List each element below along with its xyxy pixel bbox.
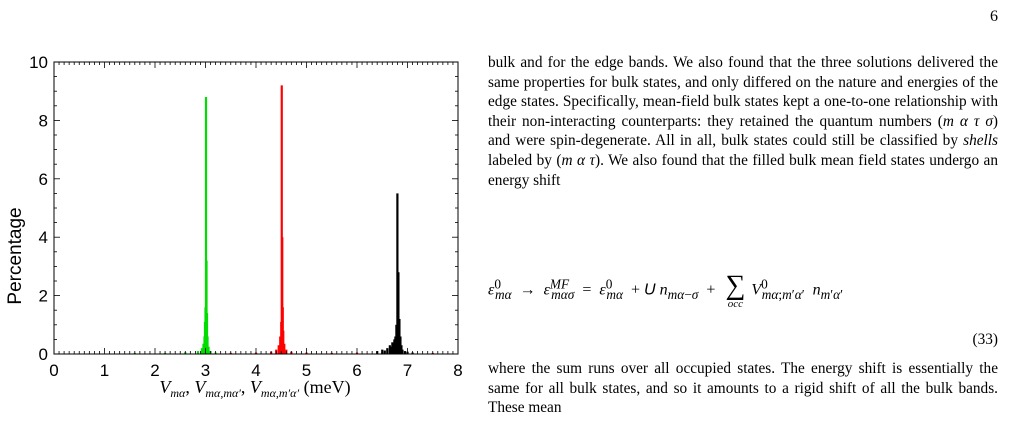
summation-symbol: ∑ occ xyxy=(725,270,746,310)
histogram-bar xyxy=(200,348,204,354)
histogram-bar xyxy=(283,343,286,354)
equation-number: (33) xyxy=(972,331,999,348)
histogram-bar xyxy=(398,318,401,354)
paragraph-after-equation: where the sum runs over all occupied sta… xyxy=(488,359,998,418)
x-tick-label: 8 xyxy=(453,361,462,380)
x-tick-label: 4 xyxy=(251,361,260,380)
paragraph-2: where the sum runs over all occupied sta… xyxy=(488,360,998,417)
histogram-bar xyxy=(388,345,391,354)
y-tick-label: 2 xyxy=(39,287,48,306)
y-tick-label: 6 xyxy=(39,170,48,189)
histogram-bar xyxy=(383,350,386,354)
x-tick-label: 7 xyxy=(403,361,412,380)
equation-33: ε0mα → εMFmασ = ε0mα + U nmα−σ + ∑ occ V0… xyxy=(488,270,998,349)
x-tick-label: 2 xyxy=(150,361,159,380)
y-tick-label: 4 xyxy=(39,228,48,247)
x-tick-label: 6 xyxy=(352,361,361,380)
y-tick-label: 10 xyxy=(29,53,48,72)
x-tick-label: 1 xyxy=(100,361,109,380)
x-tick-label: 3 xyxy=(201,361,210,380)
histogram-bar xyxy=(280,85,283,355)
histogram-bar xyxy=(196,351,200,354)
histogram-bar xyxy=(403,351,407,354)
y-tick-label: 0 xyxy=(39,345,48,364)
paragraph-1: bulk and for the edge bands. We also fou… xyxy=(488,54,998,189)
histogram-bar xyxy=(204,97,208,354)
histogram-bar xyxy=(207,346,210,354)
y-tick-label: 8 xyxy=(39,111,48,130)
histogram-bar xyxy=(205,313,209,354)
x-tick-label: 0 xyxy=(49,361,58,380)
x-tick-label: 5 xyxy=(302,361,311,380)
axes: 0 1 2 3 4 5 6 7 8 0 2 4 6 8 10 xyxy=(29,53,463,380)
x-axis-label: Vmα, Vmα,mα′, Vmα,m′α′ (meV) xyxy=(159,377,350,400)
histogram-chart: 0 1 2 3 4 5 6 7 8 0 2 4 6 8 10 Percentage Vmα, Vmα,mα′… xyxy=(5,53,463,400)
histogram-bar xyxy=(205,260,208,354)
page-number: 6 xyxy=(990,8,998,25)
equation-body: ε0mα → εMFmασ = ε0mα + U nmα−σ + ∑ occ V0… xyxy=(488,270,844,310)
histogram-bar xyxy=(277,345,280,354)
plot-area xyxy=(133,85,434,355)
histogram-bar xyxy=(282,330,285,354)
paragraph-before-equation: bulk and for the edge bands. We also fou… xyxy=(488,53,998,190)
histogram-bar xyxy=(206,336,209,354)
histogram-bar xyxy=(281,237,284,354)
histogram-bar xyxy=(397,272,400,354)
histogram-figure: 0 1 2 3 4 5 6 7 8 0 2 4 6 8 10 Percentage Vmα, Vmα,mα′… xyxy=(0,40,480,436)
y-axis-label: Percentage xyxy=(5,207,26,304)
